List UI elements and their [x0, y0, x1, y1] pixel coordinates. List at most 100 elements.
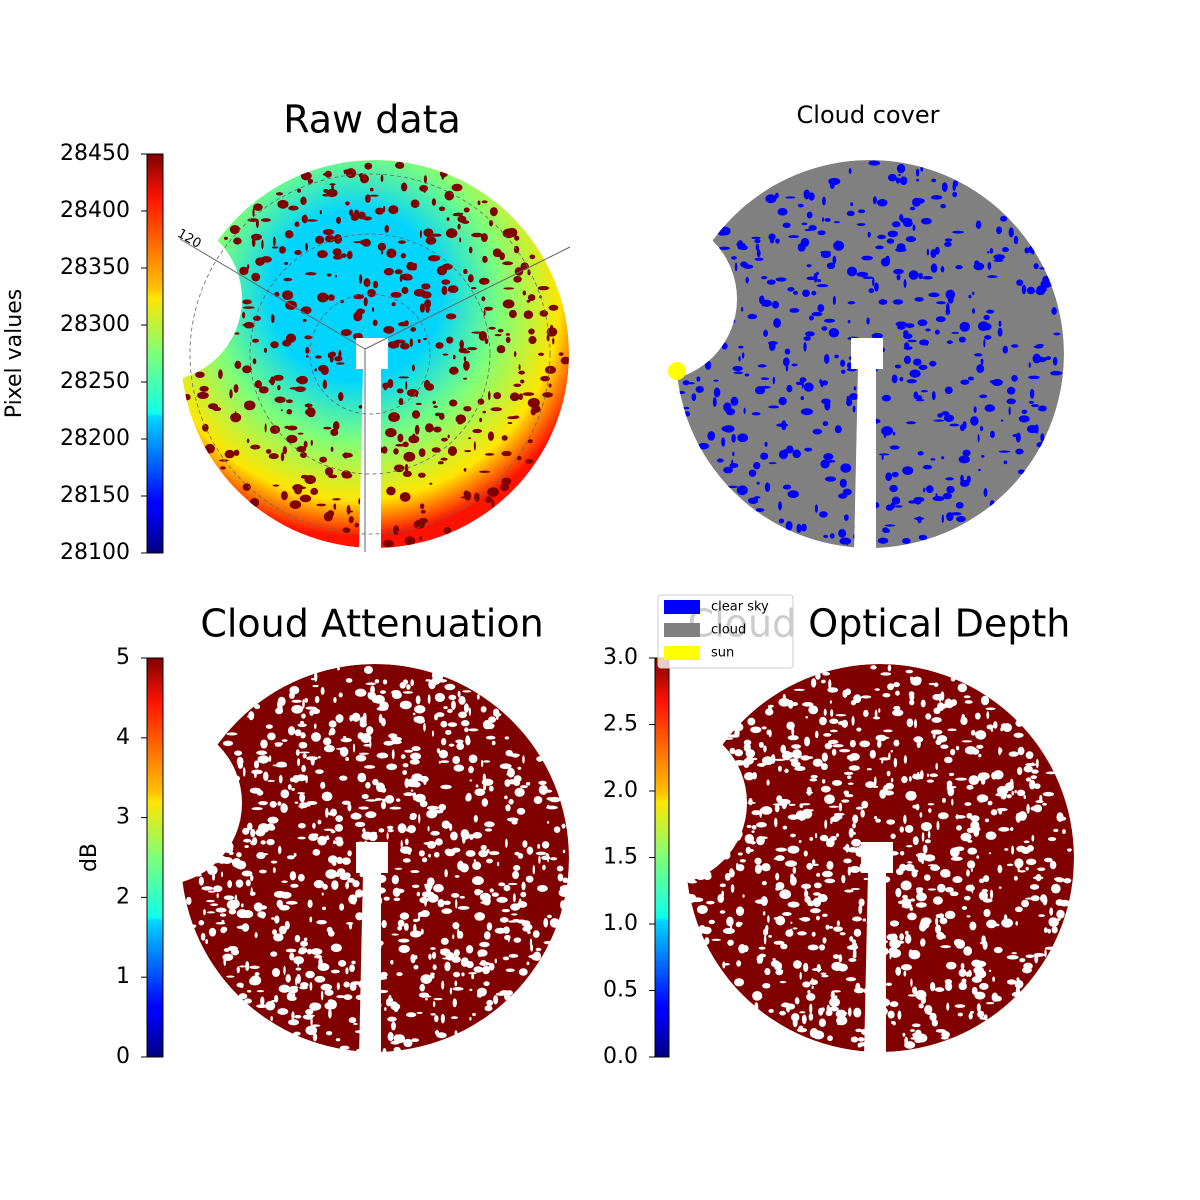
sky-spot — [872, 277, 875, 287]
sky-spot — [349, 983, 357, 991]
sky-spot — [251, 807, 263, 811]
sky-spot — [889, 920, 900, 927]
sky-spot — [731, 433, 736, 443]
sky-spot — [311, 732, 321, 742]
sky-spot — [918, 364, 928, 371]
sky-spot — [922, 464, 933, 470]
sky-spot — [756, 481, 760, 485]
sky-spot — [213, 801, 225, 808]
sky-spot — [775, 847, 787, 852]
sky-spot — [306, 948, 313, 955]
sky-spot — [362, 952, 373, 959]
sky-spot — [334, 356, 343, 362]
sky-spot — [824, 476, 837, 482]
sky-spot — [1016, 845, 1027, 853]
sky-spot — [499, 763, 512, 770]
sky-spot — [417, 339, 421, 344]
sky-spot — [275, 192, 284, 196]
sky-spot — [718, 794, 728, 801]
sky-spot — [236, 756, 244, 766]
sky-spot — [267, 732, 276, 741]
sky-spot — [270, 314, 275, 324]
sky-spot — [976, 1003, 981, 1012]
sky-spot — [892, 299, 904, 305]
sky-spot — [826, 262, 836, 270]
sky-spot — [427, 805, 439, 811]
sky-spot — [235, 858, 238, 869]
sky-image — [683, 664, 1074, 1055]
sky-spot — [904, 1041, 916, 1049]
sky-spot — [751, 757, 758, 761]
sky-spot — [249, 891, 256, 896]
sky-spot — [303, 440, 308, 448]
sky-spot — [471, 232, 483, 238]
sky-spot — [234, 360, 242, 369]
sky-spot — [364, 976, 370, 982]
sky-spot — [1025, 866, 1029, 871]
sky-spot — [338, 960, 347, 967]
sky-spot — [837, 720, 848, 726]
sky-spot — [359, 872, 365, 878]
sky-spot — [917, 451, 924, 456]
sky-spot — [796, 1027, 808, 1033]
sky-spot — [820, 459, 830, 469]
sky-spot — [181, 831, 192, 841]
sky-spot — [877, 234, 886, 240]
sky-spot — [852, 823, 856, 829]
sky-spot — [780, 744, 787, 754]
sky-spot — [824, 742, 833, 750]
sky-spot — [763, 928, 769, 936]
sky-spot — [931, 717, 942, 723]
sky-spot — [536, 756, 544, 762]
sky-spot — [296, 446, 307, 453]
sky-image — [675, 160, 1064, 548]
sky-spot — [791, 749, 802, 759]
sky-spot — [832, 255, 837, 265]
sky-spot — [845, 977, 857, 982]
sky-spot — [439, 170, 448, 178]
sky-spot — [490, 407, 503, 412]
sky-spot — [782, 825, 788, 830]
sky-spot — [1023, 765, 1033, 773]
sky-spot — [1025, 751, 1034, 760]
sky-spot — [1021, 966, 1032, 974]
sky-spot — [778, 518, 785, 524]
sky-spot — [853, 386, 857, 391]
sky-spot — [900, 850, 905, 856]
sky-spot — [723, 963, 730, 966]
sky-spot — [394, 269, 403, 275]
sky-spot — [449, 366, 459, 375]
sky-spot — [414, 262, 417, 270]
sky-spot — [920, 389, 928, 393]
sky-spot — [304, 403, 313, 408]
sky-spot — [297, 432, 304, 435]
sky-spot — [950, 676, 956, 682]
sky-spot — [198, 920, 205, 926]
sky-spot — [871, 332, 883, 340]
sky-spot — [781, 420, 787, 431]
sky-spot — [903, 279, 907, 289]
sky-spot — [399, 492, 411, 502]
sky-spot — [398, 398, 404, 406]
sky-spot — [874, 709, 878, 719]
sky-spot — [324, 235, 335, 243]
sky-spot — [819, 944, 826, 951]
colorbar — [146, 153, 164, 554]
sky-spot — [458, 695, 466, 705]
sky-spot — [323, 828, 334, 831]
sky-spot — [455, 898, 458, 909]
sky-spot — [914, 297, 924, 302]
sky-spot — [457, 223, 461, 230]
sky-spot — [431, 447, 441, 453]
sky-spot — [481, 296, 486, 302]
sky-spot — [365, 682, 377, 686]
sky-spot — [203, 829, 207, 838]
sky-spot — [900, 880, 912, 891]
sky-spot — [522, 755, 525, 764]
sky-spot — [874, 815, 878, 820]
sky-spot — [808, 225, 817, 231]
sky-spot — [940, 744, 949, 749]
sky-spot — [846, 775, 852, 779]
sky-spot — [734, 729, 740, 738]
sky-spot — [807, 900, 815, 907]
